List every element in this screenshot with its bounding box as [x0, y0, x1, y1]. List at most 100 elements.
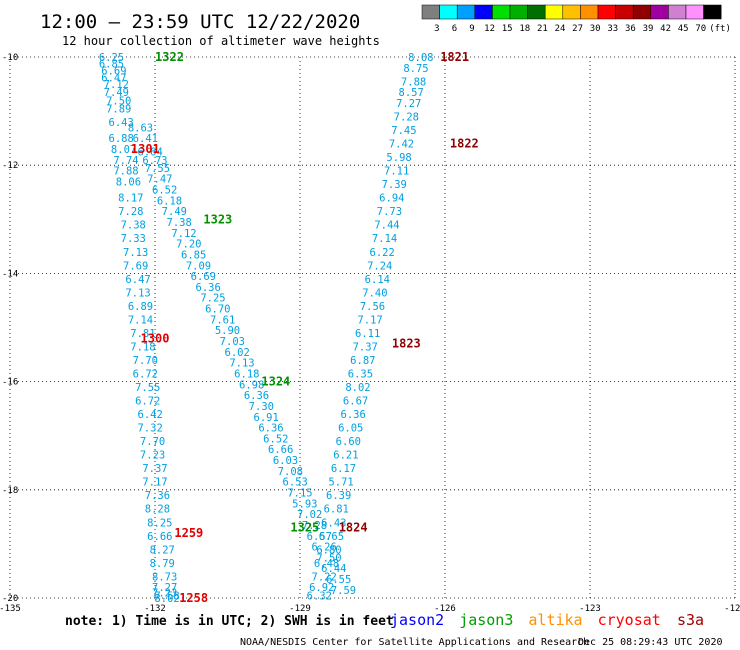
- legend-entry: s3a: [677, 611, 704, 629]
- track-label: 1824: [339, 521, 368, 535]
- swh-value: 7.23: [140, 450, 165, 462]
- colorbar-swatch: [439, 4, 458, 20]
- swh-value: 7.20: [176, 239, 201, 251]
- y-tick-label: -10: [2, 53, 18, 63]
- colorbar-swatch: [632, 4, 652, 20]
- swh-value: 7.28: [394, 112, 419, 124]
- swh-value: 8.06: [116, 176, 141, 188]
- swh-value: 7.49: [104, 87, 129, 99]
- swh-value: 6.17: [331, 463, 356, 475]
- track-label: 1823: [392, 337, 421, 351]
- colorbar-label: 30: [590, 24, 601, 34]
- colorbar: 3 6 9 12 15 18 21 24 27 30 33 36 39 42 45 70 (ft): [421, 4, 731, 34]
- swh-value: 7.44: [374, 220, 399, 232]
- swh-value: 7.13: [125, 287, 150, 299]
- footer-credit: NOAA/NESDIS Center for Satellite Applica…: [240, 637, 589, 648]
- swh-value: 7.33: [121, 233, 146, 245]
- legend-entry: jason3: [459, 611, 513, 629]
- swh-value: 7.69: [123, 260, 148, 272]
- swh-value: 6.42: [138, 409, 163, 421]
- swh-value: 6.72: [133, 368, 158, 380]
- swh-value: 7.13: [123, 247, 148, 259]
- swh-value: 8.79: [150, 558, 175, 570]
- colorbar-swatch: [668, 4, 687, 20]
- track-label: 1300: [141, 331, 170, 345]
- y-tick-label: -12: [2, 161, 18, 171]
- swh-value: 6.26: [312, 542, 337, 554]
- colorbar-unit: (ft): [709, 24, 731, 34]
- swh-value: 7.50: [106, 95, 131, 107]
- swh-value: 7.58: [154, 590, 179, 602]
- y-tick-label: -18: [2, 486, 18, 496]
- swh-value: 7.38: [167, 217, 192, 229]
- swh-value: 6.66: [268, 444, 293, 456]
- swh-value: 6.03: [273, 455, 298, 467]
- swh-value: 6.91: [254, 412, 279, 424]
- swh-value: 7.70: [133, 355, 158, 367]
- swh-value: 6.02: [225, 347, 250, 359]
- swh-value: 7.61: [210, 314, 235, 326]
- colorbar-swatch: [544, 4, 564, 20]
- swh-value: 7.32: [138, 423, 163, 435]
- swh-value: 8.27: [150, 544, 175, 556]
- colorbar-label: 6: [452, 24, 457, 34]
- swh-value: 6.35: [348, 368, 373, 380]
- swh-value: 7.28: [118, 206, 143, 218]
- x-tick-label: -132: [144, 604, 166, 614]
- y-tick-label: -14: [2, 269, 18, 279]
- colorbar-swatch: [492, 4, 511, 20]
- swh-value: 6.22: [370, 247, 395, 259]
- swh-value: 6.18: [234, 368, 259, 380]
- swh-value: 6.11: [355, 328, 380, 340]
- swh-value: 7.70: [140, 436, 165, 448]
- swh-value: 7.17: [357, 314, 382, 326]
- swh-value: 8.73: [152, 571, 177, 583]
- colorbar-swatch: [562, 4, 581, 20]
- colorbar-label: 70: [695, 24, 706, 34]
- x-tick-label: -120: [724, 604, 740, 614]
- swh-value: 8.08: [408, 52, 433, 64]
- colorbar-label: 24: [555, 24, 566, 34]
- swh-value: 7.02: [297, 509, 322, 521]
- colorbar-swatch: [650, 4, 669, 20]
- swh-value: 7.37: [142, 463, 167, 475]
- track-label: 1259: [174, 526, 203, 540]
- swh-value: 7.45: [391, 125, 416, 137]
- swh-value: 6.25: [99, 52, 124, 64]
- swh-value: 7.40: [362, 287, 387, 299]
- footer-timestamp: Dec 25 08:29:43 UTC 2020: [578, 637, 723, 648]
- swh-value: 6.14: [365, 274, 390, 286]
- swh-value: 7.14: [128, 314, 153, 326]
- colorbar-label: 33: [607, 24, 618, 34]
- swh-value: 6.72: [135, 396, 160, 408]
- swh-value: 7.49: [162, 206, 187, 218]
- swh-value: 8.57: [399, 87, 424, 99]
- swh-value: 7.13: [229, 358, 254, 370]
- swh-value: 7.30: [249, 401, 274, 413]
- track-label: 1324: [261, 375, 290, 389]
- swh-value: 6.52: [263, 433, 288, 445]
- colorbar-label: 9: [469, 24, 474, 34]
- swh-value: 6.21: [333, 450, 358, 462]
- swh-value: 6.36: [244, 390, 269, 402]
- swh-value: 5.93: [292, 498, 317, 510]
- swh-value: 7.55: [135, 382, 160, 394]
- swh-value: 6.85: [181, 249, 206, 261]
- swh-value: 6.39: [326, 490, 351, 502]
- swh-value: 6.36: [196, 282, 221, 294]
- swh-value: 6.53: [283, 477, 308, 489]
- swh-value: 7.28: [302, 520, 327, 532]
- colorbar-swatch: [685, 4, 704, 20]
- swh-value: 7.59: [331, 585, 356, 597]
- swh-value: 6.80: [316, 544, 341, 556]
- plot-area: -135 -132 -129 -126 -123 -120 -10 -12 -14 -16 -18 -…: [0, 50, 740, 614]
- colorbar-swatch: [703, 4, 722, 20]
- swh-value: 6.65: [319, 531, 344, 543]
- colorbar-swatch: [456, 4, 476, 20]
- swh-value: 7.11: [384, 166, 409, 178]
- track-label: 1821: [440, 50, 469, 64]
- swh-value: 6.48: [314, 558, 339, 570]
- swh-value: 6.60: [336, 436, 361, 448]
- track-label: 1323: [203, 212, 232, 226]
